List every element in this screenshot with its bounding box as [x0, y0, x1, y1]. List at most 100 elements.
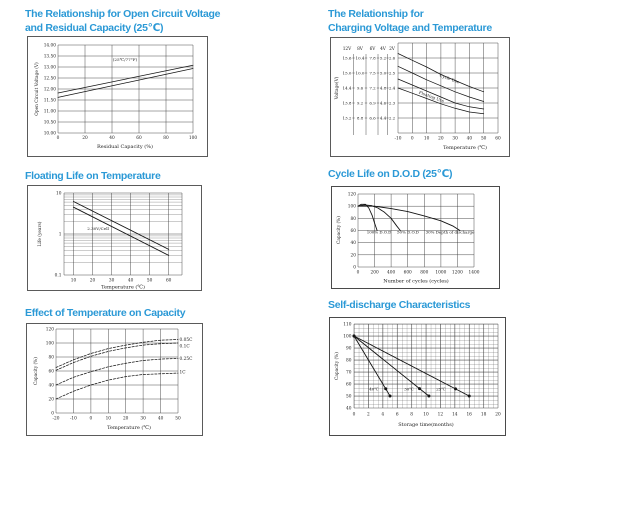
title-line: Cycle Life on D.O.D (25℃): [328, 168, 453, 180]
scale-header: 12V: [343, 47, 352, 52]
scale-value: 15.6: [343, 56, 352, 61]
x-tick: 200: [370, 271, 378, 276]
y-tick: 80: [351, 217, 357, 222]
figure-charging-voltage: Cycle Use Floating Use 12V 8V 6V 4V 2V 1…: [330, 37, 510, 157]
y-tick: 100: [343, 335, 351, 340]
chart-title-self-discharge: Self-discharge Characteristics: [328, 299, 470, 313]
scale-value: 10.4: [356, 56, 365, 61]
scale-header: 4V: [380, 47, 387, 52]
x-tick: 18: [481, 413, 487, 418]
scale-axes: [352, 54, 389, 135]
y-tick: 120: [46, 328, 54, 333]
y-tick: 1: [59, 233, 62, 238]
series-005c: [55, 339, 179, 368]
grid: [397, 42, 499, 134]
series-line-upper: [73, 201, 170, 250]
y-tick: 0: [353, 266, 356, 271]
y-tick: 90: [346, 347, 352, 352]
series-025c: [55, 358, 179, 386]
scale-value: 13.2: [343, 116, 352, 121]
y-tick: 14.00: [44, 44, 57, 49]
x-tick: 60: [136, 136, 142, 141]
y-tick: 40: [351, 241, 357, 246]
y-axis-label: Capacity (%): [337, 216, 342, 244]
x-tick: 0: [57, 136, 60, 141]
x-tick: 10: [106, 417, 112, 422]
series-label-100-dod: 100% D.O.D: [367, 230, 392, 235]
series-label-50-dod: 50% D.O.D: [397, 230, 419, 235]
scale-value: 2.6: [389, 56, 396, 61]
x-tick: 50: [175, 417, 181, 422]
x-tick: 800: [420, 271, 428, 276]
scale-value: 5.2: [380, 56, 387, 61]
y-tick: 110: [343, 323, 351, 328]
y-tick: 100: [46, 342, 54, 347]
band-label-cycle-use: Cycle Use: [439, 73, 461, 85]
series-label-30-dod: 30% Depth of discharge: [426, 230, 475, 235]
plot-area: [57, 64, 194, 98]
scale-header: 6V: [370, 47, 377, 52]
chart-title-floating-life: Floating Life on Temperature: [25, 170, 161, 184]
series-100-dod: [357, 203, 378, 231]
x-tick: 4: [381, 413, 384, 418]
chart-title-charging-voltage: The Relationship for Charging Voltage an…: [328, 8, 492, 35]
x-tick: 10: [424, 137, 430, 142]
scale-value: 9.2: [357, 101, 364, 106]
series-label-30c: 30℃: [404, 387, 414, 392]
scale-value: 14.4: [343, 86, 352, 91]
x-tick: 16: [466, 413, 472, 418]
y-axis-label: Life (years): [38, 221, 43, 246]
x-axis-label: Storage time(months): [398, 421, 454, 428]
x-tick: -20: [53, 417, 60, 422]
x-tick: 50: [147, 279, 153, 284]
scale-value: 2.2: [389, 116, 396, 121]
scale-value: 2.5: [389, 71, 396, 76]
y-tick: 60: [49, 370, 55, 375]
plot-area: [55, 339, 179, 400]
series-label-25c: 25℃: [436, 387, 446, 392]
x-axis-label: Temperature (℃): [443, 144, 487, 151]
title-line: Charging Voltage and Temperature: [328, 21, 492, 34]
x-tick: 12: [438, 413, 444, 418]
y-tick: 120: [348, 193, 356, 198]
x-tick: 600: [404, 271, 412, 276]
scale-value: 10.0: [356, 71, 365, 76]
scale-value: 8.8: [357, 116, 364, 121]
figure-self-discharge: 40℃ 30℃ 25℃ 110 100 90 80 70 60 50 40 0 …: [329, 317, 506, 436]
y-axis-label: Capacity (%): [335, 352, 340, 380]
x-tick: 10: [423, 413, 429, 418]
title-line: The Relationship for Open Circuit Voltag…: [25, 8, 221, 20]
scale-header: 2V: [389, 47, 396, 52]
data-point-marker: [427, 394, 431, 398]
x-tick: 2: [367, 413, 370, 418]
y-tick: 80: [49, 356, 55, 361]
scale-value: 9.6: [357, 86, 364, 91]
y-tick: 12.50: [44, 77, 57, 82]
series-cycle-upper: [397, 53, 485, 93]
scale-value: 7.5: [369, 71, 376, 76]
y-tick: 12.00: [44, 88, 57, 93]
scale-header: 8V: [357, 47, 364, 52]
scale-value: 2.3: [389, 101, 396, 106]
y-tick: 11.00: [44, 110, 57, 115]
grid-minor: [64, 194, 182, 263]
x-tick: -10: [70, 417, 77, 422]
x-axis-label: Temperature (℃): [101, 284, 145, 291]
series-label-025c: 0.25C: [180, 357, 194, 362]
x-tick: 20: [82, 136, 88, 141]
series-line-lower: [57, 68, 194, 98]
series-30-dod: [357, 205, 461, 231]
x-tick: 1000: [435, 271, 446, 276]
y-axis-label: Capacity (%): [34, 357, 39, 385]
scale-value: 7.2: [369, 86, 376, 91]
title-line: and Residual Capacity (25℃): [25, 21, 164, 34]
series-label-40c: 40℃: [369, 387, 379, 392]
series-01c: [55, 342, 179, 371]
charging-voltage-chart: Cycle Use Floating Use 12V 8V 6V 4V 2V 1…: [330, 37, 510, 157]
y-axis-label: Open Circuit Voltage (V): [35, 62, 40, 116]
figure-temperature-capacity: 0.05C 0.1C 0.25C 1C 120 100 80 60 40 20 …: [26, 323, 203, 436]
x-tick: 40: [467, 137, 473, 142]
series-50-dod: [357, 204, 401, 231]
x-tick: 80: [163, 136, 169, 141]
